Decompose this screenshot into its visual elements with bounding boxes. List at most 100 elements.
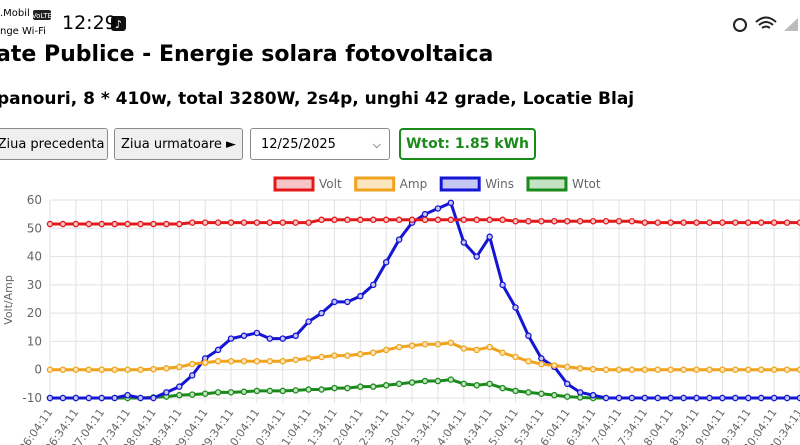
- data-point: [150, 365, 157, 373]
- data-point: [214, 346, 222, 354]
- data-point: [486, 343, 493, 351]
- data-point: [576, 389, 584, 396]
- tiktok-icon: [111, 16, 126, 31]
- data-point: [266, 387, 274, 395]
- prev-day-button[interactable]: Ziua precedenta: [0, 128, 108, 160]
- data-point: [318, 353, 325, 361]
- data-point: [434, 341, 442, 348]
- data-point: [279, 357, 287, 365]
- data-point: [783, 394, 791, 402]
- y-tick-label: 60: [27, 193, 42, 207]
- data-point: [305, 318, 312, 325]
- data-point: [486, 216, 493, 224]
- data-point: [382, 382, 390, 389]
- data-point: [641, 366, 649, 373]
- data-point: [460, 216, 468, 224]
- data-point: [344, 384, 351, 392]
- data-point: [188, 219, 196, 226]
- data-point: [667, 394, 674, 402]
- data-point: [59, 394, 67, 402]
- data-point: [538, 355, 545, 362]
- select-arrow: ⌵: [372, 138, 381, 151]
- data-point: [408, 379, 416, 386]
- legend-label: Wins: [485, 177, 514, 191]
- data-point: [395, 343, 403, 351]
- data-point: [757, 219, 765, 226]
- data-point: [796, 366, 800, 373]
- data-point: [292, 387, 299, 394]
- data-point: [59, 220, 67, 228]
- date-select[interactable]: 12/25/2025 ⌵: [250, 128, 390, 160]
- data-point: [318, 216, 325, 224]
- data-point: [551, 391, 558, 399]
- next-day-button[interactable]: Ziua urmatoare ►: [114, 128, 243, 160]
- carrier: .Mobil: [0, 8, 30, 19]
- data-point: [563, 393, 571, 400]
- data-point: [602, 217, 610, 225]
- data-point: [357, 292, 364, 300]
- legend-swatch: [354, 176, 396, 192]
- data-point: [331, 216, 338, 224]
- data-point: [732, 394, 739, 402]
- wifi-calling: nge Wi-Fi: [0, 26, 46, 37]
- data-point: [408, 342, 416, 349]
- data-point: [783, 219, 791, 226]
- data-point: [434, 377, 442, 385]
- data-point: [576, 365, 584, 372]
- data-point: [395, 236, 403, 243]
- data-point: [214, 357, 222, 365]
- data-point: [266, 335, 274, 342]
- data-point: [499, 216, 506, 224]
- data-point: [499, 384, 506, 392]
- data-point: [499, 281, 506, 289]
- data-point: [163, 220, 170, 228]
- data-point: [667, 366, 674, 373]
- data-point: [292, 219, 299, 226]
- data-point: [525, 357, 532, 365]
- legend-swatch: [439, 176, 481, 192]
- legend-swatch: [273, 176, 315, 192]
- data-point: [719, 366, 726, 373]
- data-point: [163, 389, 170, 396]
- data-point: [188, 372, 196, 379]
- data-point: [654, 366, 662, 373]
- data-point: [395, 216, 403, 224]
- data-point: [331, 352, 338, 359]
- data-point: [641, 219, 649, 226]
- data-point: [176, 391, 183, 399]
- wifi-icon: [755, 16, 777, 29]
- data-point: [745, 219, 752, 226]
- data-point: [318, 386, 325, 393]
- data-point: [551, 362, 558, 369]
- data-point: [46, 394, 54, 402]
- data-point: [796, 394, 800, 402]
- data-point: [628, 366, 636, 373]
- data-point: [59, 366, 67, 373]
- data-point: [240, 388, 248, 396]
- data-point: [693, 219, 700, 226]
- data-point: [525, 332, 532, 340]
- data-point: [111, 366, 118, 373]
- data-point: [240, 357, 248, 365]
- data-point: [486, 233, 493, 241]
- data-point: [460, 345, 468, 352]
- data-point: [602, 394, 610, 402]
- data-point: [370, 383, 377, 390]
- y-tick-label: 30: [27, 278, 42, 292]
- data-point: [783, 366, 791, 373]
- data-point: [253, 357, 261, 365]
- data-point: [357, 216, 364, 224]
- data-point: [512, 304, 519, 311]
- data-point: [421, 216, 429, 224]
- data-point: [473, 253, 480, 260]
- data-point: [188, 360, 196, 368]
- data-point: [124, 220, 131, 228]
- data-point: [473, 216, 480, 224]
- data-point: [732, 366, 739, 373]
- data-point: [447, 339, 455, 347]
- data-point: [201, 359, 209, 366]
- data-point: [615, 394, 623, 402]
- data-point: [253, 387, 261, 395]
- data-point: [279, 387, 287, 395]
